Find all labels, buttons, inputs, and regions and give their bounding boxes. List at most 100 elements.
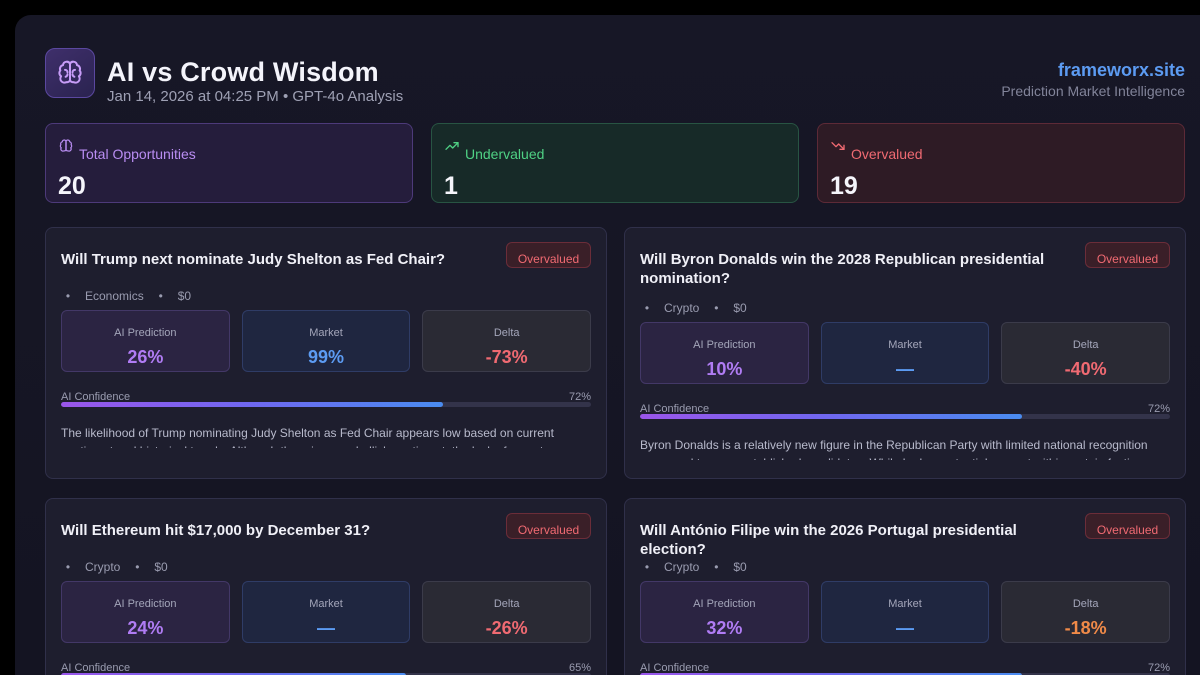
confidence-label: AI Confidence: [640, 403, 710, 415]
market-value: —: [896, 359, 914, 379]
dashboard-screen: AI vs Crowd Wisdom Jan 14, 2026 at 04:25…: [15, 15, 1200, 675]
market-meta: • Crypto • $0: [640, 301, 747, 315]
ai-prediction-box: AI Prediction 24%: [61, 581, 230, 643]
metrics-row: AI Prediction 32% Market — Delta -18%: [640, 581, 1171, 643]
volume-label: $0: [154, 560, 168, 574]
ai-prediction-label: AI Prediction: [114, 598, 177, 610]
delta-value: -73%: [485, 347, 528, 367]
confidence-percent: 72%: [568, 391, 591, 403]
confidence-bar-fill: [61, 402, 443, 407]
ai-prediction-value: 32%: [706, 618, 743, 638]
delta-box: Delta -73%: [422, 310, 592, 372]
stat-value: 1: [444, 172, 458, 200]
metrics-row: AI Prediction 24% Market — Delta -26%: [61, 581, 592, 643]
metrics-row: AI Prediction 26% Market 99% Delta -73%: [61, 310, 592, 372]
stat-total-opportunities: Total Opportunities 20: [45, 123, 413, 203]
market-label: Market: [888, 339, 922, 351]
status-badge: Overvalued: [1085, 242, 1170, 268]
page-title: AI vs Crowd Wisdom: [107, 57, 379, 87]
bullet-icon: •: [644, 301, 650, 315]
page-subtitle: Jan 14, 2026 at 04:25 PM • GPT-4o Analys…: [107, 88, 404, 105]
market-box: Market 99%: [241, 310, 411, 372]
bullet-icon: •: [65, 560, 71, 574]
delta-value: -26%: [485, 618, 528, 638]
delta-box: Delta -18%: [1001, 581, 1171, 643]
status-badge: Overvalued: [506, 513, 591, 539]
delta-value: -18%: [1064, 618, 1107, 638]
market-question: Will Ethereum hit $17,000 by December 31…: [61, 522, 371, 539]
ai-prediction-value: 24%: [127, 618, 164, 638]
delta-label: Delta: [493, 327, 520, 339]
confidence-bar: [640, 414, 1170, 419]
ai-prediction-value: 10%: [706, 359, 743, 379]
stat-label: Undervalued: [465, 146, 545, 162]
market-value: —: [896, 618, 914, 638]
confidence-bar-fill: [640, 673, 1022, 675]
trend-down-icon: [831, 142, 845, 150]
market-meta: • Economics • $0: [61, 289, 191, 303]
delta-value: -40%: [1064, 359, 1107, 379]
ai-prediction-box: AI Prediction 32%: [640, 581, 809, 643]
market-card[interactable]: Will Byron Donalds win the 2028 Republic…: [624, 227, 1186, 479]
market-label: Market: [309, 327, 343, 339]
stat-label: Overvalued: [851, 146, 923, 162]
market-label: Market: [309, 598, 343, 610]
category-label: Crypto: [664, 301, 700, 315]
delta-label: Delta: [493, 598, 520, 610]
analysis-text: Byron Donalds is a relatively new figure…: [640, 438, 1149, 460]
market-box: Market —: [241, 581, 411, 643]
market-question: Will Byron Donalds win the 2028 Republic…: [640, 251, 1045, 287]
brain-logo-icon: [45, 48, 95, 98]
stat-label: Total Opportunities: [79, 146, 196, 162]
brand-link[interactable]: frameworx.site: [1057, 60, 1185, 80]
delta-box: Delta -26%: [422, 581, 592, 643]
confidence-bar: [61, 673, 591, 675]
confidence-percent: 65%: [568, 662, 591, 674]
stat-undervalued: Undervalued 1: [431, 123, 799, 203]
category-label: Economics: [85, 289, 144, 303]
bullet-icon: •: [135, 560, 140, 574]
bullet-icon: •: [158, 289, 163, 303]
bullet-icon: •: [714, 560, 719, 574]
market-meta: • Crypto • $0: [640, 560, 747, 574]
market-box: Market —: [820, 322, 990, 384]
confidence-percent: 72%: [1147, 662, 1170, 674]
ai-prediction-label: AI Prediction: [693, 598, 756, 610]
bullet-icon: •: [644, 560, 650, 574]
metrics-row: AI Prediction 10% Market — Delta -40%: [640, 322, 1171, 384]
stat-overvalued: Overvalued 19: [817, 123, 1185, 203]
market-value: 99%: [307, 347, 345, 367]
status-badge: Overvalued: [506, 242, 591, 268]
delta-box: Delta -40%: [1001, 322, 1171, 384]
volume-label: $0: [177, 289, 192, 303]
confidence-bar: [640, 673, 1170, 675]
market-question: Will Trump next nominate Judy Shelton as…: [61, 251, 446, 268]
market-value: —: [317, 618, 335, 638]
ai-prediction-box: AI Prediction 26%: [61, 310, 230, 372]
status-badge: Overvalued: [1085, 513, 1170, 539]
ai-prediction-label: AI Prediction: [114, 327, 177, 339]
delta-label: Delta: [1072, 598, 1099, 610]
confidence-row: AI Confidence 65%: [61, 662, 591, 675]
market-meta: • Crypto • $0: [61, 560, 168, 574]
category-label: Crypto: [85, 560, 121, 574]
market-card[interactable]: Will Trump next nominate Judy Shelton as…: [45, 227, 607, 479]
confidence-row: AI Confidence 72%: [640, 662, 1170, 675]
ai-prediction-box: AI Prediction 10%: [640, 322, 809, 384]
market-card[interactable]: Will Ethereum hit $17,000 by December 31…: [45, 498, 607, 675]
market-card[interactable]: Will António Filipe win the 2026 Portuga…: [624, 498, 1186, 675]
analysis-text: The likelihood of Trump nominating Judy …: [61, 426, 554, 448]
confidence-label: AI Confidence: [640, 662, 710, 674]
delta-label: Delta: [1072, 339, 1099, 351]
market-box: Market —: [820, 581, 990, 643]
category-label: Crypto: [664, 560, 700, 574]
brain-icon: [59, 139, 73, 152]
ai-prediction-value: 26%: [127, 347, 164, 367]
market-question: Will António Filipe win the 2026 Portuga…: [640, 522, 1017, 558]
stat-value: 20: [58, 172, 86, 200]
confidence-label: AI Confidence: [61, 662, 131, 674]
volume-label: $0: [733, 560, 747, 574]
bullet-icon: •: [65, 289, 71, 303]
confidence-label: AI Confidence: [61, 391, 131, 403]
confidence-bar-fill: [640, 414, 1022, 419]
